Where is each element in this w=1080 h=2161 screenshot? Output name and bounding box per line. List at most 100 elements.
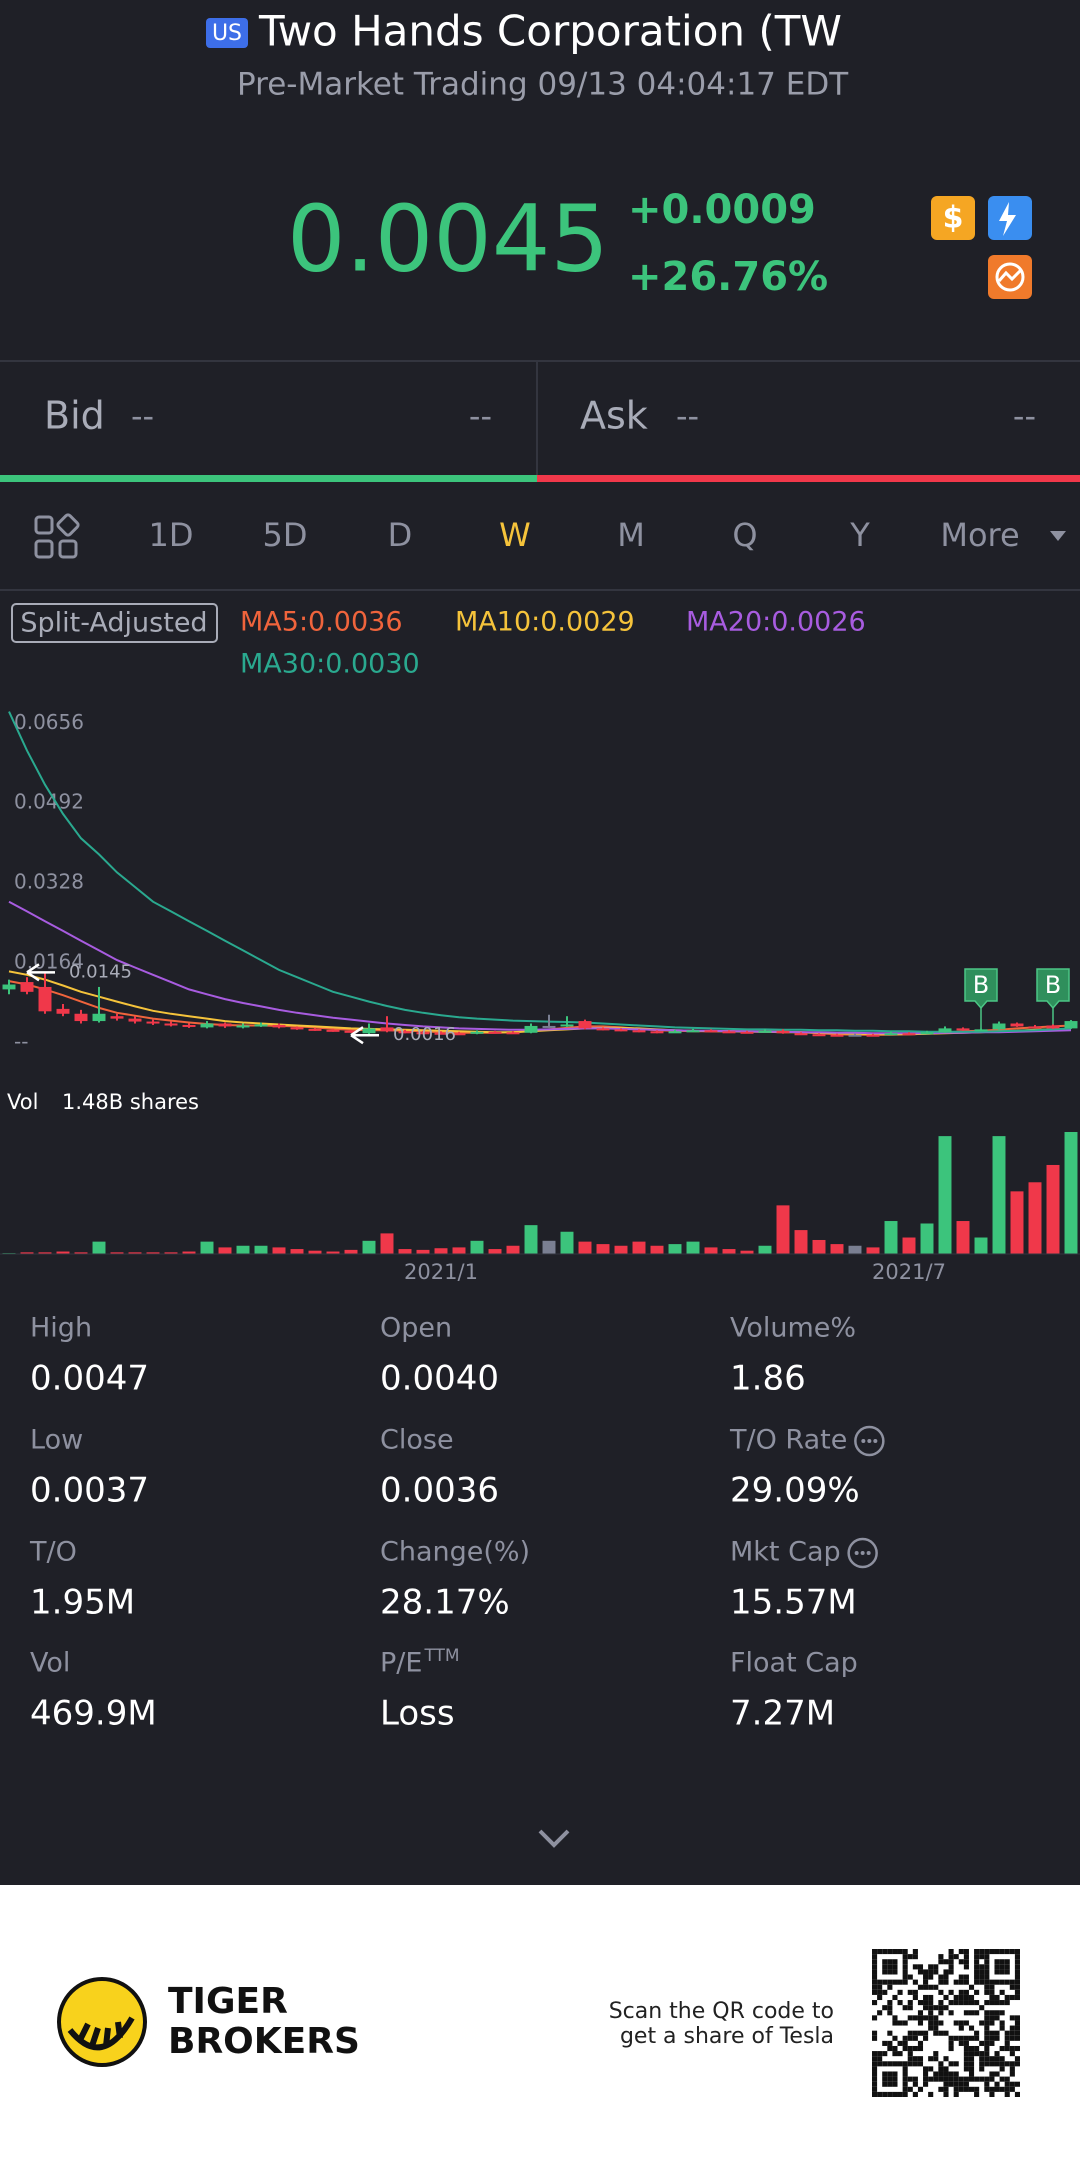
qr-module [994, 2071, 1000, 2077]
candle-body [362, 1028, 376, 1034]
candle-body [218, 1023, 232, 1027]
buy-marker-label[interactable]: B [1045, 971, 1061, 999]
qr-module [948, 2035, 954, 2041]
qr-module [994, 2030, 1000, 2036]
qr-module [1009, 2081, 1015, 2087]
qr-module [928, 1964, 934, 1970]
layout-icon[interactable] [34, 513, 80, 559]
qr-module [999, 1959, 1005, 1965]
qr-module [958, 2081, 964, 2087]
qr-module [872, 1989, 878, 1995]
qr-module [1004, 1959, 1010, 1965]
orange-icon-line [997, 268, 1023, 282]
period-tab[interactable]: W [499, 516, 531, 554]
candle-body [650, 1031, 664, 1034]
period-tab[interactable]: 5D [263, 516, 308, 554]
qr-module [974, 2045, 980, 2052]
qr-module [979, 2076, 985, 2082]
info-icon[interactable] [854, 1425, 885, 1457]
qr-module [984, 2020, 990, 2026]
qr-module [974, 2030, 980, 2036]
qr-module [1009, 2015, 1015, 2021]
qr-module [953, 1954, 959, 1960]
us-badge-text: US [212, 21, 242, 46]
qr-module [999, 2000, 1005, 2006]
dollar-icon[interactable] [931, 196, 975, 240]
qr-module [963, 2066, 969, 2072]
qr-module [984, 1984, 990, 1990]
candle-body [596, 1028, 610, 1031]
qr-module [999, 2066, 1005, 2072]
info-icon[interactable] [847, 1537, 878, 1569]
period-tab[interactable]: More [940, 516, 1019, 554]
candle-body [812, 1034, 826, 1037]
qr-module [1014, 2081, 1020, 2087]
qr-module [938, 2066, 944, 2072]
qr-module [999, 2056, 1005, 2062]
buy-marker-label[interactable]: B [973, 971, 989, 999]
stat-label: Float Cap [730, 1648, 858, 1679]
period-tab[interactable]: 1D [149, 516, 194, 554]
qr-module [887, 1984, 893, 1990]
qr-module [928, 2025, 934, 2031]
split-adjusted-box[interactable] [11, 603, 218, 643]
qr-module [902, 1974, 908, 1980]
candle-body [686, 1030, 700, 1033]
qr-module [1009, 2025, 1015, 2031]
qr-module [872, 2091, 878, 2097]
qr-module [994, 2035, 1000, 2041]
candle-body [326, 1029, 340, 1032]
split-adjusted[interactable]: Split-Adjusted [20, 608, 207, 639]
qr-module [917, 2030, 924, 2036]
candle-body [578, 1021, 592, 1029]
y-tick-label: 0.0328 [14, 870, 84, 894]
ask-size: -- [1013, 397, 1036, 435]
qr-module [984, 1959, 990, 1965]
bid-size: -- [469, 397, 492, 435]
qr-module [979, 1954, 985, 1960]
volume-bar [884, 1221, 898, 1254]
volume-bar [794, 1230, 808, 1254]
qr-module [984, 2025, 990, 2031]
qr-module [938, 2020, 944, 2026]
candle-body [938, 1028, 952, 1033]
buy-marker[interactable] [964, 968, 998, 1010]
volume-bar [956, 1221, 970, 1254]
qr-module [984, 2061, 990, 2067]
qr-module [877, 1979, 883, 1985]
qr-module [953, 2071, 959, 2077]
qr-module [994, 1979, 1000, 1985]
qr-module [979, 2005, 985, 2011]
qr-module [912, 1989, 918, 1995]
more-caret[interactable] [1050, 531, 1066, 541]
period-tab[interactable]: Q [732, 516, 757, 554]
qr-module [877, 1994, 883, 2001]
qr-module [979, 2066, 985, 2072]
period-tab[interactable]: Y [849, 516, 870, 554]
candle-body [524, 1025, 538, 1033]
candle-body [1046, 1025, 1060, 1029]
qr-module [1014, 2025, 1020, 2031]
qr-module [912, 2045, 918, 2052]
period-tab[interactable]: M [617, 516, 645, 554]
qr-module [979, 1969, 985, 1975]
qr-module [953, 2000, 959, 2006]
qr-module [999, 1989, 1005, 1995]
qr-module [989, 2010, 995, 2016]
background [0, 0, 1080, 1885]
qr-module [907, 1954, 913, 1960]
qr-module [984, 1969, 990, 1975]
period-tab[interactable]: D [388, 516, 413, 554]
expand-chevron[interactable] [538, 1829, 570, 1848]
qr-module [943, 2076, 949, 2082]
qr-module [887, 2091, 893, 2097]
qr-module [912, 2091, 918, 2097]
qr-module [928, 2020, 934, 2026]
buy-marker[interactable] [1036, 968, 1070, 1010]
qr-module [984, 2010, 990, 2016]
qr-module [897, 1989, 903, 1995]
y-tick-label: 0.0492 [14, 790, 84, 814]
qr-module [938, 1989, 944, 1995]
qr-module [1014, 1994, 1020, 2001]
qr-module [872, 1959, 878, 1965]
